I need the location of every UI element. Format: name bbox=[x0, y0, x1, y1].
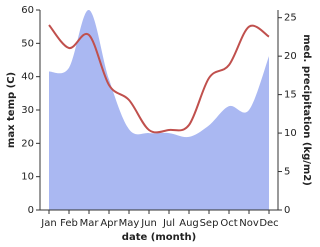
x-tick-label: Nov bbox=[239, 218, 259, 229]
y2-tick-label: 5 bbox=[284, 167, 290, 178]
x-axis-title: date (month) bbox=[122, 232, 196, 243]
y-tick-label: 50 bbox=[21, 38, 34, 49]
x-tick-label: Jan bbox=[40, 218, 56, 229]
y-tick-label: 60 bbox=[21, 5, 34, 16]
x-tick-label: Oct bbox=[220, 218, 237, 229]
y2-tick-label: 15 bbox=[284, 90, 297, 101]
x-tick-label: Sep bbox=[200, 218, 219, 229]
y2-tick-label: 10 bbox=[284, 128, 297, 139]
y2-axis-title: med. precipitation (kg/m2) bbox=[301, 34, 312, 186]
temperature-line bbox=[48, 24, 270, 134]
x-tick-label: Aug bbox=[179, 218, 199, 229]
x-tick-label: May bbox=[119, 218, 140, 229]
x-tick-label: Dec bbox=[259, 218, 278, 229]
x-tick-label: Feb bbox=[60, 218, 78, 229]
y-tick-label: 0 bbox=[28, 205, 34, 216]
y-tick-label: 20 bbox=[21, 138, 34, 149]
y-tick-label: 30 bbox=[21, 105, 34, 116]
x-tick-label: Jun bbox=[140, 218, 157, 229]
y-tick-label: 40 bbox=[21, 72, 34, 83]
y2-tick-label: 25 bbox=[284, 13, 297, 24]
y2-tick-label: 20 bbox=[284, 51, 297, 62]
y-axis-title: max temp (C) bbox=[6, 72, 17, 148]
y2-tick-label: 0 bbox=[284, 205, 290, 216]
precipitation-area bbox=[49, 9, 269, 211]
x-tick-label: Apr bbox=[100, 218, 118, 229]
x-tick-label: Jul bbox=[162, 218, 175, 229]
x-tick-label: Mar bbox=[80, 218, 100, 229]
y-tick-label: 10 bbox=[21, 172, 34, 183]
